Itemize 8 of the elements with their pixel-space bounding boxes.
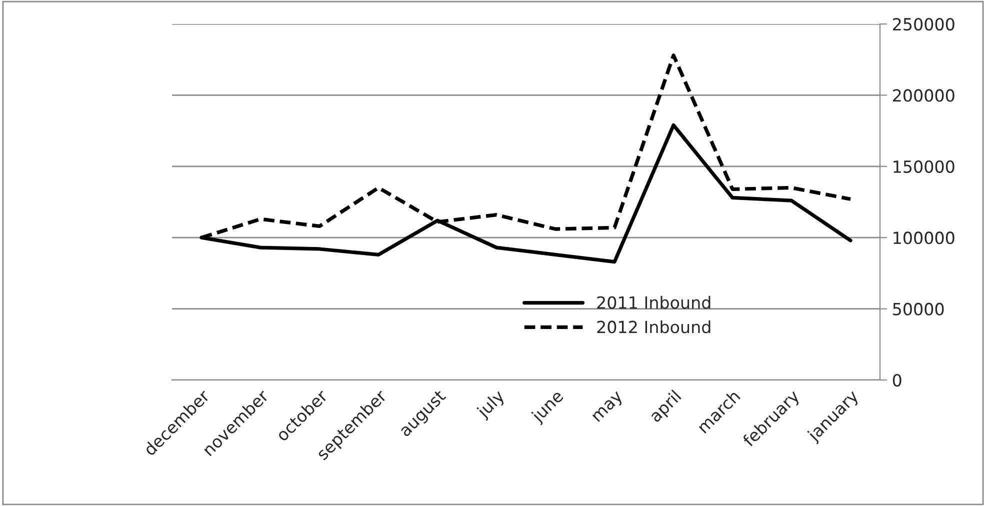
- legend-label: 2012 Inbound: [597, 320, 710, 334]
- y-tick-label: 150000: [894, 160, 954, 173]
- y-tick-label: 100000: [894, 232, 954, 244]
- y-tick-label: 250000: [893, 18, 954, 31]
- y-tick-label: 200000: [893, 89, 954, 102]
- y-tick-label: 0: [892, 374, 902, 387]
- legend-label: 2011 Inbound: [597, 296, 710, 309]
- y-tick-label: 50000: [893, 302, 944, 316]
